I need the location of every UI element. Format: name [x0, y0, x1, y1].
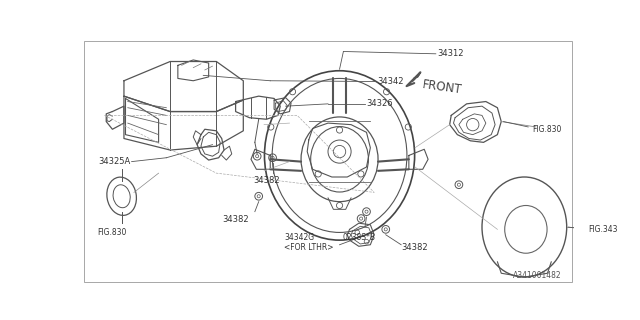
Text: FIG.830: FIG.830 [97, 228, 126, 237]
Text: FRONT: FRONT [421, 78, 463, 97]
Text: 34382: 34382 [253, 176, 280, 185]
Text: 34326: 34326 [367, 99, 393, 108]
Text: 34382: 34382 [222, 215, 249, 224]
Text: 34342: 34342 [378, 77, 404, 86]
Text: 34325A: 34325A [99, 157, 131, 166]
Text: 34342G: 34342G [284, 233, 314, 242]
Text: <FOR LTHR>: <FOR LTHR> [284, 243, 333, 252]
Text: 0238S*B: 0238S*B [342, 233, 375, 242]
Text: 34312: 34312 [437, 49, 464, 58]
Text: FIG.343: FIG.343 [588, 225, 618, 234]
Text: A341001482: A341001482 [513, 271, 561, 280]
Text: 34382: 34382 [401, 243, 428, 252]
Text: FIG.830: FIG.830 [532, 125, 561, 134]
